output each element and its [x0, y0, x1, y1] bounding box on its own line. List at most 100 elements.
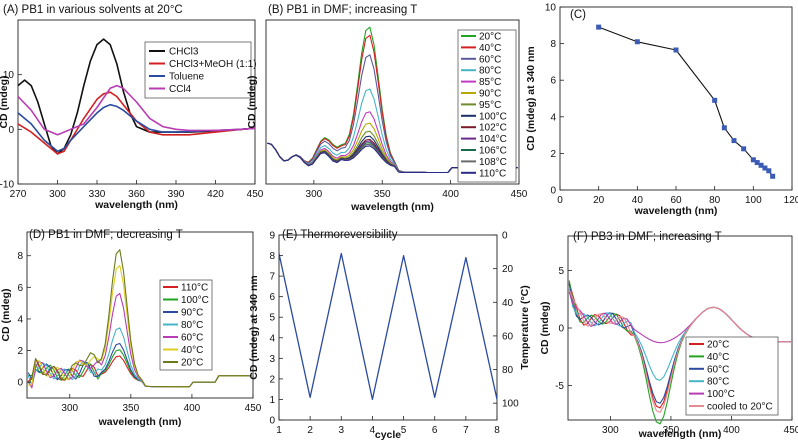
x-tick-label: 3 — [339, 425, 345, 436]
x-tick-label: 400 — [184, 403, 201, 414]
data-point — [762, 165, 768, 171]
x-tick-label: 120 — [784, 195, 798, 206]
legend-entry: 110°C — [479, 168, 506, 179]
y-tick-label: 9 — [269, 231, 275, 242]
x-tick-label: 1 — [276, 425, 282, 436]
chart-title: (F) PB3 in DMF; increasing T — [573, 231, 722, 243]
y-axis-label: CD (mdeg) — [0, 288, 12, 341]
legend-entry: 90°C — [181, 308, 203, 319]
y-tick-label: 6 — [550, 76, 556, 87]
chart-title: (A) PB1 in various solvents at 20°C — [3, 4, 183, 16]
legend-entry: 60°C — [479, 54, 501, 65]
series-line — [17, 103, 256, 152]
legend-entry: 85°C — [479, 77, 501, 88]
x-tick-label: 360 — [128, 189, 145, 200]
x-tick-label: 100 — [745, 195, 762, 206]
y-tick-label: 8 — [550, 39, 556, 50]
chart-title: (B) PB1 in DMF; increasing T — [268, 4, 417, 16]
legend-entry: 40°C — [479, 43, 501, 54]
legend-entry: 80°C — [479, 66, 501, 77]
x-tick-label: 450 — [511, 189, 528, 200]
legend-entry: CCl4 — [169, 84, 192, 95]
data-point — [750, 157, 756, 163]
x-tick-label: 390 — [168, 189, 185, 200]
panel-a: 270 300 330 360 390 420 450 -10 0 10 (A) PB1 in va… — [0, 4, 264, 211]
y-tick-label: 5 — [558, 266, 564, 277]
legend-entry: 110°C — [181, 283, 208, 294]
y-tick-label: -10 — [0, 180, 14, 191]
y-axis-label: CD (mdeg) at 340 nm — [248, 275, 260, 379]
legend-entry: 104°C — [479, 134, 507, 145]
legend-entry: 108°C — [479, 157, 507, 168]
data-point — [741, 146, 747, 152]
x-tick-label: 450 — [784, 425, 798, 436]
x-tick-label: 4 — [370, 425, 376, 436]
x-axis-label: wavelength (nm) — [638, 428, 722, 440]
y-tick-label: 0 — [17, 378, 23, 389]
legend-entry: 100°C — [479, 111, 507, 122]
x-tick-label: 300 — [49, 189, 66, 200]
x-tick-label: 450 — [245, 403, 262, 414]
x-axis-label: wavelength (nm) — [350, 201, 434, 213]
x-tick-label: 400 — [442, 189, 459, 200]
x-tick-label: 350 — [374, 189, 391, 200]
x-tick-label: 400 — [723, 425, 740, 436]
x-tick-label: 270 — [10, 189, 27, 200]
y2-tick-label: 40 — [502, 298, 514, 309]
y-tick-label: 2 — [550, 149, 556, 160]
y-tick-label: 3 — [269, 354, 275, 365]
data-point — [673, 47, 679, 53]
legend-entry: 106°C — [479, 146, 507, 157]
legend-entry: 102°C — [479, 123, 507, 134]
legend-box — [457, 29, 517, 183]
x-tick-label: 450 — [247, 189, 264, 200]
y2-tick-label: 60 — [502, 331, 514, 342]
legend-entry: 60°C — [707, 364, 729, 375]
y-axis-label: CD (mdeg) — [539, 301, 551, 354]
y-tick-label: 0 — [8, 125, 14, 136]
legend-entry: 20°C — [707, 340, 729, 351]
series-line — [27, 249, 252, 388]
y-tick-label: 0 — [550, 186, 556, 197]
y-tick-label: 2 — [17, 346, 23, 357]
y-tick-label: 2 — [269, 374, 275, 385]
y-tick-label: 6 — [17, 283, 23, 294]
series-line — [27, 355, 252, 388]
legend-entry: 20°C — [181, 358, 203, 369]
legend-entry: 95°C — [479, 100, 501, 111]
y-tick-label: 5 — [269, 313, 275, 324]
x-tick-label: 20 — [593, 195, 605, 206]
x-tick-label: 300 — [602, 425, 619, 436]
x-tick-label: 2 — [307, 425, 313, 436]
legend-entry: 40°C — [181, 345, 203, 356]
x-tick-label: 40 — [632, 195, 644, 206]
legend-entry: 80°C — [707, 377, 729, 388]
y-tick-label: 4 — [269, 333, 275, 344]
chart-title: (C) — [570, 9, 586, 21]
legend-entry: 100°C — [707, 389, 735, 400]
y2-tick-label: 100 — [502, 399, 519, 410]
series-line — [17, 84, 256, 136]
y-tick-label: 10 — [3, 70, 15, 81]
x-tick-label: 420 — [207, 189, 224, 200]
y-axis-label: CD (mdeg) at 340 nm — [525, 46, 537, 150]
x-tick-label: 5 — [401, 425, 407, 436]
plot-frame — [278, 234, 498, 421]
data-point — [731, 138, 737, 144]
plot-frame — [265, 19, 520, 185]
y-tick-label: 0 — [269, 416, 275, 427]
legend-entry: 90°C — [479, 89, 501, 100]
y-axis-label: CD (mdeg) — [0, 75, 10, 128]
legend-entry: 60°C — [181, 333, 203, 344]
y2-tick-label: 20 — [502, 264, 514, 275]
y-tick-label: 8 — [269, 251, 275, 262]
legend-box — [685, 336, 779, 416]
x-tick-label: 300 — [306, 189, 323, 200]
data-point — [770, 173, 776, 179]
x-tick-label: 300 — [61, 403, 78, 414]
data-point — [721, 125, 727, 131]
x-tick-label: 80 — [709, 195, 721, 206]
legend-entry: 80°C — [181, 320, 203, 331]
chart-title: (D) PB1 in DMF; decreasing T — [29, 229, 183, 241]
